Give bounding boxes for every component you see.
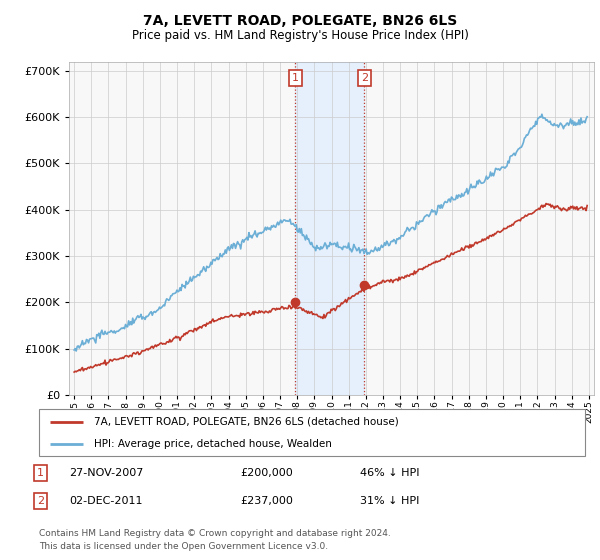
Text: 2: 2	[37, 496, 44, 506]
Text: Price paid vs. HM Land Registry's House Price Index (HPI): Price paid vs. HM Land Registry's House …	[131, 29, 469, 42]
Text: 7A, LEVETT ROAD, POLEGATE, BN26 6LS (detached house): 7A, LEVETT ROAD, POLEGATE, BN26 6LS (det…	[94, 417, 398, 427]
Text: Contains HM Land Registry data © Crown copyright and database right 2024.: Contains HM Land Registry data © Crown c…	[39, 529, 391, 538]
Text: HPI: Average price, detached house, Wealden: HPI: Average price, detached house, Weal…	[94, 438, 331, 449]
Text: This data is licensed under the Open Government Licence v3.0.: This data is licensed under the Open Gov…	[39, 542, 328, 550]
Text: 2: 2	[361, 73, 368, 83]
Text: 7A, LEVETT ROAD, POLEGATE, BN26 6LS: 7A, LEVETT ROAD, POLEGATE, BN26 6LS	[143, 14, 457, 28]
Text: 46% ↓ HPI: 46% ↓ HPI	[360, 468, 419, 478]
Text: 1: 1	[292, 73, 299, 83]
Text: 27-NOV-2007: 27-NOV-2007	[69, 468, 143, 478]
Text: £237,000: £237,000	[240, 496, 293, 506]
FancyBboxPatch shape	[39, 409, 585, 456]
Text: 1: 1	[37, 468, 44, 478]
Text: 31% ↓ HPI: 31% ↓ HPI	[360, 496, 419, 506]
Text: £200,000: £200,000	[240, 468, 293, 478]
Text: 02-DEC-2011: 02-DEC-2011	[69, 496, 143, 506]
Bar	[295, 62, 364, 395]
